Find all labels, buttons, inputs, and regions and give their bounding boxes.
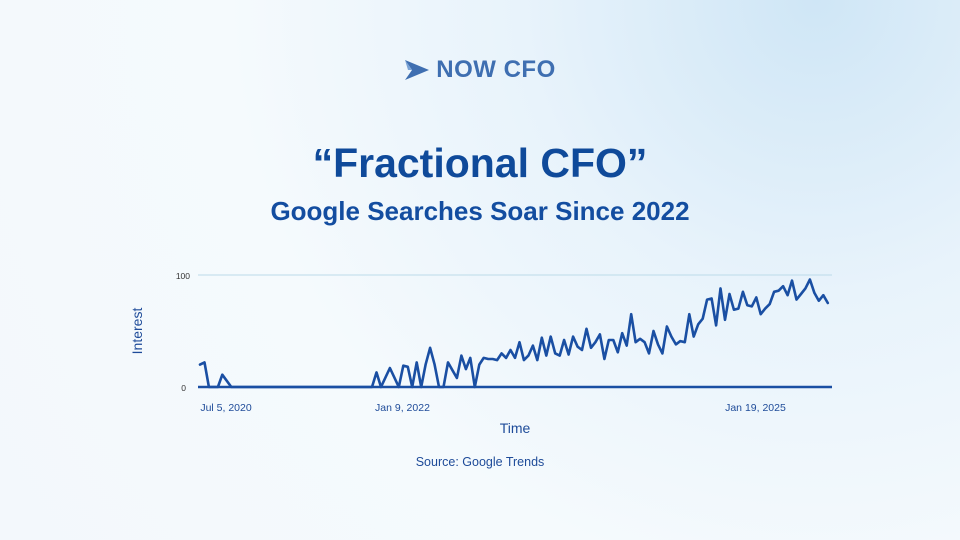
- brand-logo: NOW CFO: [0, 56, 960, 84]
- x-tick-label-1: Jan 9, 2022: [375, 402, 430, 414]
- y-axis-label: Interest: [129, 308, 145, 355]
- series-layer: [198, 278, 830, 389]
- x-tick-label-0: Jul 5, 2020: [200, 402, 252, 414]
- x-axis-label: Time: [500, 420, 531, 436]
- page-subtitle: Google Searches Soar Since 2022: [270, 196, 690, 226]
- source-note: Source: Google Trends: [415, 455, 545, 469]
- series-line-0: [198, 278, 830, 389]
- arrow-triangle-logo-icon: [405, 60, 430, 80]
- page-title: “Fractional CFO”: [312, 140, 648, 186]
- x-tick-label-2: Jan 19, 2025: [725, 402, 786, 414]
- y-tick-label-0: 0: [181, 383, 186, 393]
- y-tick-label-100: 100: [176, 271, 190, 281]
- brand-logo-text: NOW CFO: [436, 56, 556, 83]
- x-tick-labels: Jul 5, 2020 Jan 9, 2022 Jan 19, 2025: [200, 402, 786, 414]
